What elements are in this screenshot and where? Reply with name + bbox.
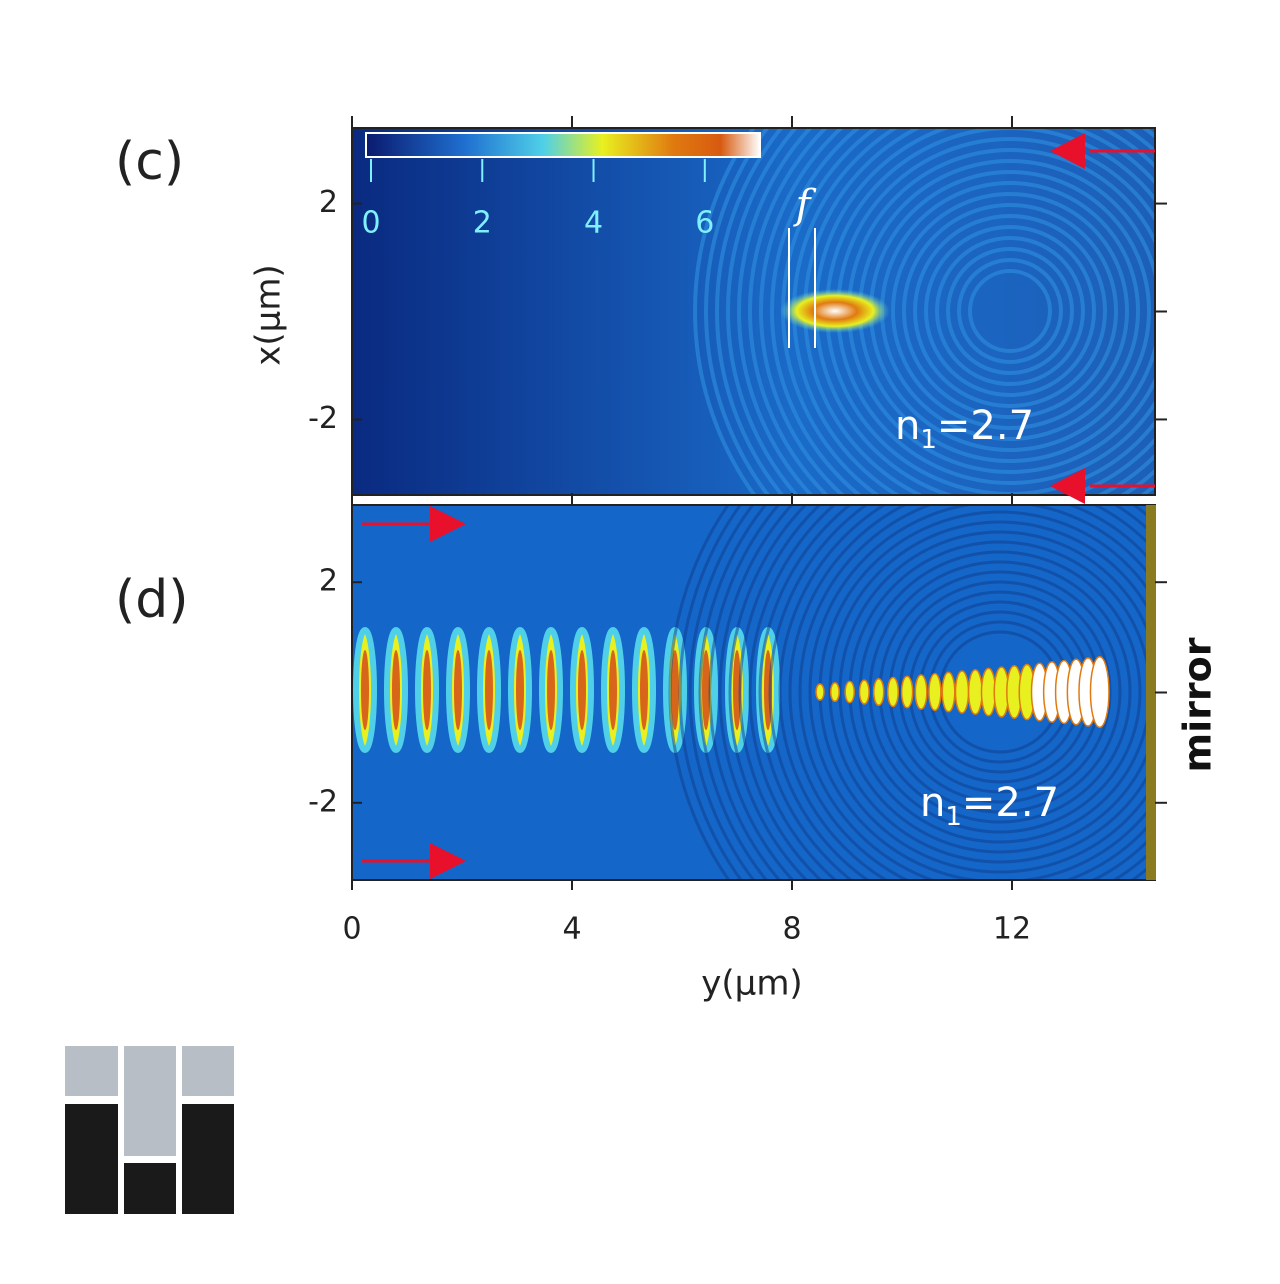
fringe (900, 675, 914, 709)
fringe (968, 269, 1052, 353)
annotation-part: 1 (920, 425, 937, 455)
fringe (578, 650, 586, 730)
x-tick-label: 0 (342, 912, 361, 947)
annotation: n1=2.7 (895, 403, 1034, 455)
fringe (485, 650, 493, 730)
fringe (759, 128, 846, 495)
fringe (980, 667, 997, 717)
fringe (547, 650, 555, 730)
arrows (362, 133, 1155, 879)
field-map (352, 128, 1155, 495)
panel-label: (c) (115, 132, 184, 192)
annotation: n1=2.7 (920, 780, 1059, 832)
fringe (808, 505, 1155, 880)
x-tick-label: 12 (993, 912, 1031, 947)
fringe (928, 672, 942, 712)
fringe (924, 225, 1096, 397)
fringe (941, 671, 956, 713)
fringe (868, 560, 1132, 824)
fringe (738, 505, 823, 880)
y-tick-label: -2 (308, 401, 338, 436)
fringe (967, 668, 983, 716)
colorbar-tick-label: 6 (695, 206, 714, 241)
fringe (671, 650, 679, 730)
fringe (788, 505, 1155, 880)
fringe (704, 128, 771, 495)
fringe (758, 505, 1155, 880)
logo (65, 1046, 234, 1214)
fringe (640, 650, 648, 730)
fringe (702, 650, 710, 730)
fringe (609, 650, 617, 730)
fringe (748, 128, 830, 495)
fringe (726, 128, 799, 495)
fringe (858, 679, 870, 705)
side-label: mirror (1176, 637, 1220, 772)
annotation-part: 1 (945, 802, 962, 832)
fringe (733, 650, 741, 730)
fringe (423, 650, 431, 730)
fringe (718, 505, 795, 880)
y-tick-label: 2 (319, 564, 338, 599)
annotation-part: =2.7 (937, 403, 1034, 449)
x-axis-label: y(μm) (701, 964, 802, 1004)
fringe (728, 505, 809, 880)
fringe (902, 203, 1118, 419)
fringe (838, 530, 1155, 854)
x-tick-label: 8 (782, 912, 801, 947)
mirror (1146, 505, 1156, 880)
fringe (361, 650, 369, 730)
y-axis-label: x(μm) (249, 264, 289, 365)
fringe (715, 128, 785, 495)
fringe (1089, 655, 1110, 729)
fringe (946, 247, 1074, 375)
fringe (688, 505, 756, 880)
fringe (957, 258, 1063, 364)
x-tick-label: 4 (562, 912, 581, 947)
fringe (815, 683, 825, 701)
fringe (454, 650, 462, 730)
fringe (768, 505, 1155, 880)
fringe (668, 505, 731, 880)
fringe (516, 650, 524, 730)
colorbar (365, 132, 761, 158)
fringe (935, 236, 1085, 386)
fringe (844, 680, 855, 704)
fringe (748, 505, 838, 880)
fringe (708, 505, 782, 880)
fringe (392, 650, 400, 730)
fringe (887, 676, 899, 708)
fringe (693, 128, 757, 495)
fringe (829, 681, 840, 703)
fringe (698, 505, 769, 880)
fringe (798, 505, 1155, 880)
fringe (914, 674, 928, 710)
focus-spot (780, 289, 890, 333)
fringe (954, 670, 970, 714)
y-tick-label: -2 (308, 784, 338, 819)
panel-label: (d) (115, 570, 189, 630)
annotation-part: n (920, 780, 945, 826)
colorbar-tick-label: 4 (584, 206, 603, 241)
fringe (737, 128, 814, 495)
colorbar-tick-label: 2 (473, 206, 492, 241)
fringe (778, 505, 1155, 880)
fringe (678, 505, 744, 880)
colorbar-tick-label: 0 (361, 206, 380, 241)
y-tick-label: 2 (319, 185, 338, 220)
fringe (913, 214, 1107, 408)
fringe (770, 128, 863, 495)
fringe (872, 678, 885, 706)
annotation-part: n (895, 403, 920, 449)
fringe (891, 192, 1129, 430)
annotation-part: =2.7 (962, 780, 1059, 826)
